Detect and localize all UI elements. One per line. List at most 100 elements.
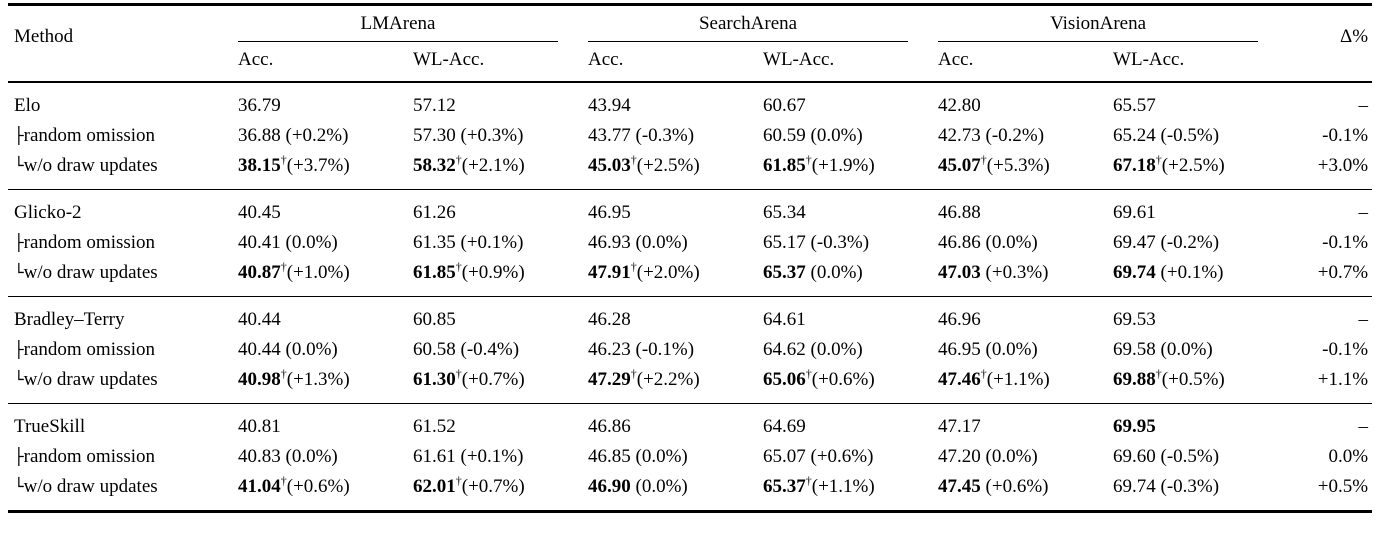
metric-value: 42.73 — [938, 125, 981, 146]
value-cell: 36.79 — [238, 82, 413, 121]
value-cell: 62.01†(+0.7%) — [413, 472, 588, 512]
relative-change: (-0.3%) — [630, 125, 695, 146]
metric-value: 46.86 — [588, 416, 631, 437]
metric-value: 40.81 — [238, 416, 281, 437]
dagger-significance-marker: † — [630, 366, 637, 381]
delta-cell: +0.7% — [1317, 262, 1369, 283]
metric-value: 45.03 — [588, 155, 631, 176]
metric-value: 69.58 — [1113, 339, 1156, 360]
value-cell: 47.45 (+0.6%) — [938, 472, 1113, 512]
value-cell: 65.37†(+1.1%) — [763, 472, 938, 512]
metric-value: 61.85 — [413, 262, 456, 283]
relative-change: (+0.9%) — [461, 262, 525, 283]
metric-value: 46.90 — [588, 476, 631, 497]
relative-change: (0.0%) — [280, 339, 338, 360]
value-cell: 43.77 (-0.3%) — [588, 121, 763, 151]
value-cell: 57.12 — [413, 82, 588, 121]
metric-value: 46.28 — [588, 309, 631, 330]
metric-value: 67.18 — [1113, 155, 1156, 176]
value-cell: 65.07 (+0.6%) — [763, 442, 938, 472]
relative-change: (0.0%) — [280, 232, 338, 253]
metric-value: 43.77 — [588, 125, 631, 146]
delta-cell: +1.1% — [1317, 369, 1369, 390]
dagger-significance-marker: † — [280, 259, 287, 274]
method-cell: ├random omission — [8, 442, 238, 472]
delta-cell: +0.5% — [1317, 476, 1369, 497]
metric-value: 65.37 — [763, 476, 806, 497]
method-cell: TrueSkill — [8, 404, 238, 443]
value-cell: 65.06†(+0.6%) — [763, 365, 938, 404]
group-header-visionarena: VisionArena — [938, 5, 1288, 42]
value-cell: 36.88 (+0.2%) — [238, 121, 413, 151]
value-cell: 47.91†(+2.0%) — [588, 258, 763, 297]
metric-value: 40.45 — [238, 202, 281, 223]
metric-value: 61.61 — [413, 446, 456, 467]
value-cell: 60.67 — [763, 82, 938, 121]
value-cell: 46.85 (0.0%) — [588, 442, 763, 472]
value-cell: 61.30†(+0.7%) — [413, 365, 588, 404]
value-cell: 47.20 (0.0%) — [938, 442, 1113, 472]
subheader-searcharena-wlacc: WL-Acc. — [763, 49, 835, 70]
dagger-significance-marker: † — [455, 259, 462, 274]
metric-value: 47.20 — [938, 446, 981, 467]
table-row: ├random omission 40.41 (0.0%) 61.35 (+0.1%… — [8, 228, 1372, 258]
dagger-significance-marker: † — [455, 473, 462, 488]
metric-value: 61.30 — [413, 369, 456, 390]
relative-change: (+1.3%) — [286, 369, 350, 390]
metric-value: 62.01 — [413, 476, 456, 497]
delta-cell: – — [1358, 416, 1369, 437]
relative-change: (+0.1%) — [455, 232, 524, 253]
method-group: Glicko-2 40.45 61.26 46.95 65.34 46.88 69.61 – ├… — [8, 189, 1373, 297]
group-header-lmarena-label: LMArena — [238, 13, 559, 42]
method-label: random omission — [23, 125, 156, 146]
metric-value: 58.32 — [413, 155, 456, 176]
tree-connector-icon: └ — [14, 156, 24, 175]
method-cell: └w/o draw updates — [8, 365, 238, 404]
dagger-significance-marker: † — [630, 152, 637, 167]
delta-cell: -0.1% — [1322, 339, 1369, 360]
table-row: ├random omission 40.83 (0.0%) 61.61 (+0.1%… — [8, 442, 1372, 472]
metric-value: 40.44 — [238, 339, 281, 360]
metric-value: 47.46 — [938, 369, 981, 390]
dagger-significance-marker: † — [1155, 152, 1162, 167]
value-cell: 65.34 — [763, 190, 938, 229]
value-cell: 61.85†(+1.9%) — [763, 151, 938, 190]
relative-change: (+0.1%) — [1155, 262, 1224, 283]
metric-value: 60.58 — [413, 339, 456, 360]
results-table: Method LMArena SearchArena VisionArena Δ… — [8, 3, 1373, 513]
metric-value: 64.69 — [763, 416, 806, 437]
value-cell: 65.37 (0.0%) — [763, 258, 938, 297]
metric-value: 69.95 — [1113, 416, 1156, 437]
relative-change: (0.0%) — [630, 476, 688, 497]
relative-change: (+0.6%) — [980, 476, 1049, 497]
metric-value: 65.17 — [763, 232, 806, 253]
metric-value: 69.53 — [1113, 309, 1156, 330]
dagger-significance-marker: † — [1155, 366, 1162, 381]
metric-value: 65.37 — [763, 262, 806, 283]
relative-change: (+3.7%) — [286, 155, 350, 176]
metric-value: 46.95 — [588, 202, 631, 223]
metric-value: 65.24 — [1113, 125, 1156, 146]
metric-value: 69.47 — [1113, 232, 1156, 253]
table-row: ├random omission 36.88 (+0.2%) 57.30 (+0.3… — [8, 121, 1372, 151]
group-header-visionarena-label: VisionArena — [938, 13, 1259, 42]
relative-change: (+1.1%) — [986, 369, 1050, 390]
relative-change: (-0.2%) — [1155, 232, 1220, 253]
relative-change: (-0.2%) — [980, 125, 1045, 146]
value-cell: 46.95 (0.0%) — [938, 335, 1113, 365]
value-cell: 57.30 (+0.3%) — [413, 121, 588, 151]
relative-change: (0.0%) — [280, 446, 338, 467]
delta-cell: 0.0% — [1328, 446, 1369, 467]
value-cell: 69.88†(+0.5%) — [1113, 365, 1288, 404]
dagger-significance-marker: † — [455, 366, 462, 381]
relative-change: (+1.1%) — [811, 476, 875, 497]
relative-change: (-0.4%) — [455, 339, 520, 360]
column-header-delta: Δ% — [1340, 25, 1369, 47]
metric-value: 40.41 — [238, 232, 281, 253]
relative-change: (+5.3%) — [986, 155, 1050, 176]
value-cell: 64.62 (0.0%) — [763, 335, 938, 365]
method-cell: ├random omission — [8, 228, 238, 258]
value-cell: 47.17 — [938, 404, 1113, 443]
metric-value: 36.79 — [238, 95, 281, 116]
dagger-significance-marker: † — [280, 473, 287, 488]
